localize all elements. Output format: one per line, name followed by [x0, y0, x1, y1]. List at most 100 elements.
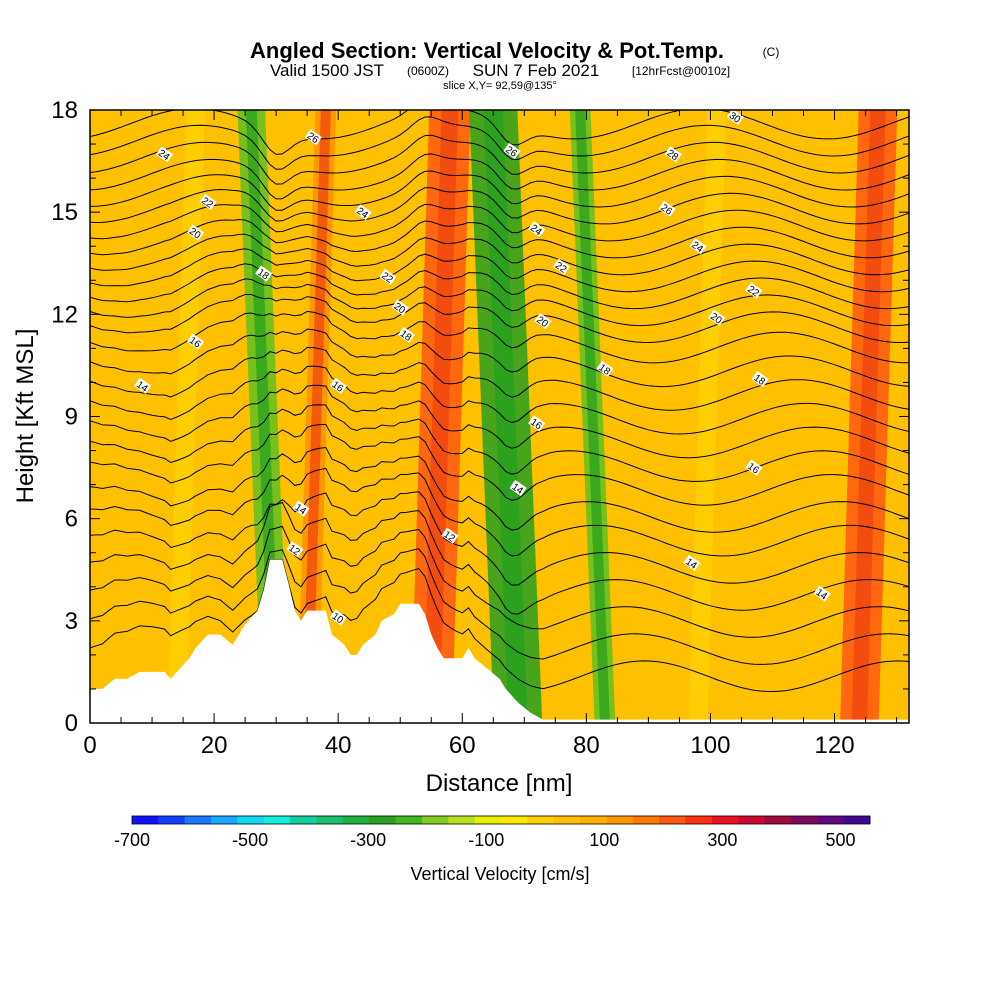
- isentrope-20-16: [90, 263, 909, 310]
- contour-label-12: 14: [292, 500, 310, 518]
- colorbar-swatch: [659, 816, 686, 824]
- contour-label-31: 14: [813, 585, 831, 603]
- colorbar-swatch: [580, 816, 607, 824]
- colorbar-tick-labels: -700 -500 -300 -100 100 300 500: [114, 830, 856, 850]
- colorbar-swatch: [158, 816, 186, 824]
- isentrope-27-23: [90, 153, 909, 200]
- colorbar-swatch: [290, 816, 317, 824]
- isentrope-13-4: [90, 491, 909, 586]
- contour-label-9: 20: [391, 299, 409, 317]
- isentrope-14-6: [90, 446, 909, 533]
- colorbar: [131, 815, 871, 825]
- colorbar-tick-label: 300: [707, 830, 737, 850]
- colorbar-swatch: [421, 816, 449, 824]
- isentrope-11-1: [90, 548, 909, 665]
- contour-label-16: 26: [503, 142, 521, 160]
- pot-temp-contours: [90, 110, 909, 693]
- colorbar-label: Vertical Velocity [cm/s]: [410, 864, 589, 884]
- contour-label-13: 12: [286, 541, 304, 558]
- contour-label-7: 24: [354, 204, 372, 221]
- isentrope-30-26: [90, 110, 909, 155]
- contour-label-32: 30: [726, 108, 744, 126]
- colorbar-swatch: [448, 816, 476, 824]
- contour-label-26: 22: [745, 282, 763, 300]
- colorbar-swatch: [632, 816, 660, 824]
- isentrope-23-19: [90, 219, 909, 259]
- contour-label-6: 26: [304, 129, 323, 146]
- y-tick-label: 15: [51, 199, 78, 226]
- contour-label-23: 28: [664, 146, 682, 163]
- colorbar-swatch: [316, 816, 344, 824]
- contour-label-2: 20: [186, 224, 205, 242]
- velocity-core-2: [302, 110, 331, 723]
- isentrope-18-13: [90, 310, 909, 364]
- colorbar-tick-label: -100: [468, 830, 504, 850]
- isentrope-28-24: [90, 134, 909, 185]
- colorbar-swatch: [474, 816, 502, 824]
- chart-title: Angled Section: Vertical Velocity & Pot.…: [250, 38, 724, 63]
- contour-label-22: 14: [509, 479, 527, 497]
- contour-label-30: 14: [683, 554, 701, 572]
- contour-label-3: 18: [255, 265, 273, 283]
- isentrope-12-2: [90, 525, 909, 638]
- colorbar-swatch: [738, 816, 766, 824]
- contour-label-4: 16: [186, 333, 205, 351]
- isentrope-24-20: [90, 203, 909, 242]
- colorbar-tick-label: -500: [232, 830, 268, 850]
- contour-label-25: 24: [689, 238, 707, 255]
- contour-label-19: 20: [534, 312, 552, 330]
- x-axis-title: Distance [nm]: [426, 770, 573, 797]
- x-tick-label: 60: [449, 732, 476, 759]
- contour-labels: 24 22 20 18 16 14 26 24 22 20 18 16 14 12 10 12 26 24 22 20…: [134, 108, 831, 627]
- colorbar-frame: [131, 815, 871, 825]
- y-tick-label: 0: [65, 710, 78, 737]
- colorbar-swatch: [606, 816, 634, 824]
- valid-utc: (0600Z): [407, 64, 449, 78]
- terrain-profile: [90, 559, 909, 723]
- colorbar-swatch: [184, 816, 212, 824]
- isentrope-15-9: [90, 384, 909, 459]
- contour-label-15: 12: [441, 527, 459, 545]
- contour-label-8: 22: [379, 268, 397, 286]
- contour-label-21: 16: [528, 415, 546, 432]
- contour-label-24: 26: [658, 200, 676, 218]
- contour-label-10: 18: [397, 326, 416, 344]
- colorbar-swatch: [211, 816, 238, 824]
- axis-ticks: [89, 109, 909, 724]
- isentrope-10-0: [90, 559, 909, 693]
- colorbar-swatch: [711, 816, 739, 824]
- velocity-band-6: [688, 110, 726, 723]
- isentrope-19-15: [90, 278, 909, 327]
- isentrope-29-25: [90, 116, 909, 170]
- isentrope-21-17: [90, 248, 909, 293]
- colorbar-swatch: [263, 816, 291, 824]
- isentrope-26-22: [90, 170, 909, 211]
- contour-label-5: 14: [134, 377, 152, 395]
- colorbar-swatch: [369, 816, 397, 824]
- velocity-core-7: [851, 110, 886, 723]
- contour-label-1: 22: [199, 193, 217, 211]
- colorbar-swatch: [501, 816, 528, 824]
- colorbar-tick-label: 100: [589, 830, 619, 850]
- colorbar-tick-label: -300: [350, 830, 386, 850]
- contour-label-20: 18: [596, 360, 614, 378]
- x-tick-label: 20: [201, 732, 228, 759]
- isentrope-22-18: [90, 233, 909, 276]
- velocity-core-3: [422, 110, 459, 723]
- colorbar-tick-label: -700: [114, 830, 150, 850]
- colorbar-swatch: [790, 816, 818, 824]
- colorbar-swatch: [342, 816, 370, 824]
- y-tick-label: 6: [65, 506, 78, 533]
- y-axis-title: Height [Kft MSL]: [12, 329, 39, 504]
- velocity-band-0: [167, 110, 205, 723]
- y-tick-label: 18: [51, 97, 78, 124]
- contour-label-17: 24: [528, 221, 546, 238]
- isentrope-16-10: [90, 365, 909, 435]
- colorbar-swatch: [553, 816, 581, 824]
- axis-tick-labels: 0 20 40 60 80 100 120 0 3 6 9 12 15 18: [51, 97, 854, 759]
- velocity-field: [90, 110, 909, 723]
- y-tick-label: 12: [51, 301, 78, 328]
- forecast-tag: [12hrFcst@0010z]: [632, 64, 730, 78]
- colorbar-tick-label: 500: [825, 830, 855, 850]
- contour-label-11: 16: [329, 377, 347, 395]
